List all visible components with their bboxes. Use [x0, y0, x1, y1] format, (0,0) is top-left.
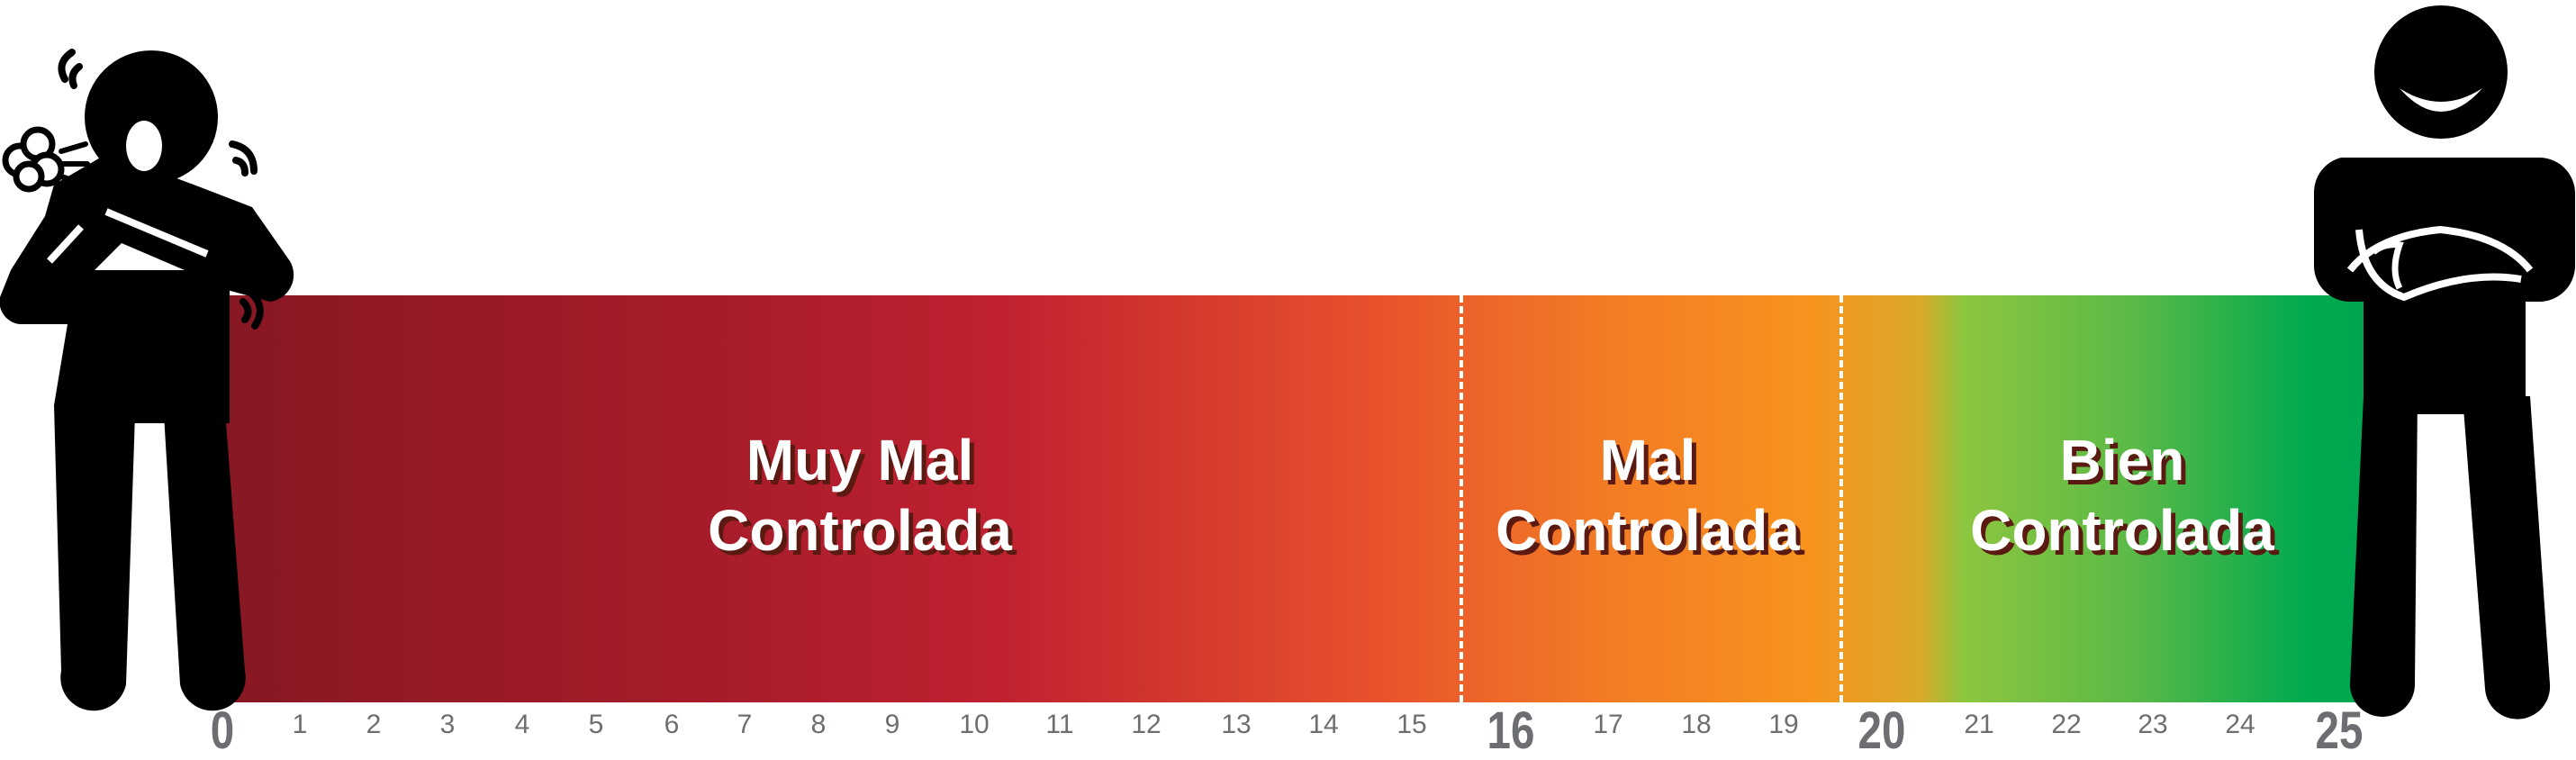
tick-label: 17: [1593, 710, 1623, 739]
tick-label: 14: [1308, 710, 1339, 739]
tick-label: 4: [514, 710, 530, 739]
tick-label: 11: [1045, 710, 1074, 739]
zone-label-bien-controlada: Bien Controlada: [1970, 425, 2274, 565]
zone-label-line1: Mal: [1599, 428, 1696, 493]
zone-label-line1: Muy Mal: [746, 428, 974, 493]
tick-label: 21: [1964, 710, 1994, 739]
gradient-scale-bar: [225, 295, 2371, 702]
tick-label: 3: [439, 710, 456, 739]
tick-label: 25: [2315, 701, 2364, 760]
zone-label-muy-mal-controlada: Muy Mal Controlada: [708, 425, 1012, 565]
tick-label: 19: [1768, 710, 1799, 739]
tick-label: 8: [810, 710, 827, 739]
tick-label: 0: [210, 701, 235, 760]
tick-label: 20: [1857, 701, 1906, 760]
tick-label: 9: [884, 710, 900, 739]
tick-label: 5: [588, 710, 604, 739]
tick-label: 18: [1681, 710, 1712, 739]
tick-label: 23: [2138, 710, 2168, 739]
tick-label: 1: [292, 710, 308, 739]
happy-person-icon: [2314, 5, 2576, 719]
tick-label: 24: [2225, 710, 2255, 739]
zone-label-line2: Controlada: [1970, 498, 2274, 563]
threshold-divider-20: [1839, 295, 1843, 702]
tick-label: 16: [1487, 701, 1535, 760]
threshold-divider-16: [1460, 295, 1463, 702]
zone-label-line1: Bien: [2059, 428, 2185, 493]
zone-label-line2: Controlada: [708, 498, 1012, 563]
zone-label-line2: Controlada: [1496, 498, 1800, 563]
tick-label: 6: [664, 710, 680, 739]
tick-label: 12: [1131, 710, 1161, 739]
tick-label: 13: [1221, 710, 1252, 739]
sick-coughing-person-icon: [0, 49, 294, 711]
tick-label: 22: [2051, 710, 2082, 739]
tick-label: 15: [1396, 710, 1427, 739]
tick-label: 10: [959, 710, 990, 739]
tick-label: 7: [737, 710, 753, 739]
zone-label-mal-controlada: Mal Controlada: [1496, 425, 1800, 565]
tick-label: 2: [366, 710, 382, 739]
